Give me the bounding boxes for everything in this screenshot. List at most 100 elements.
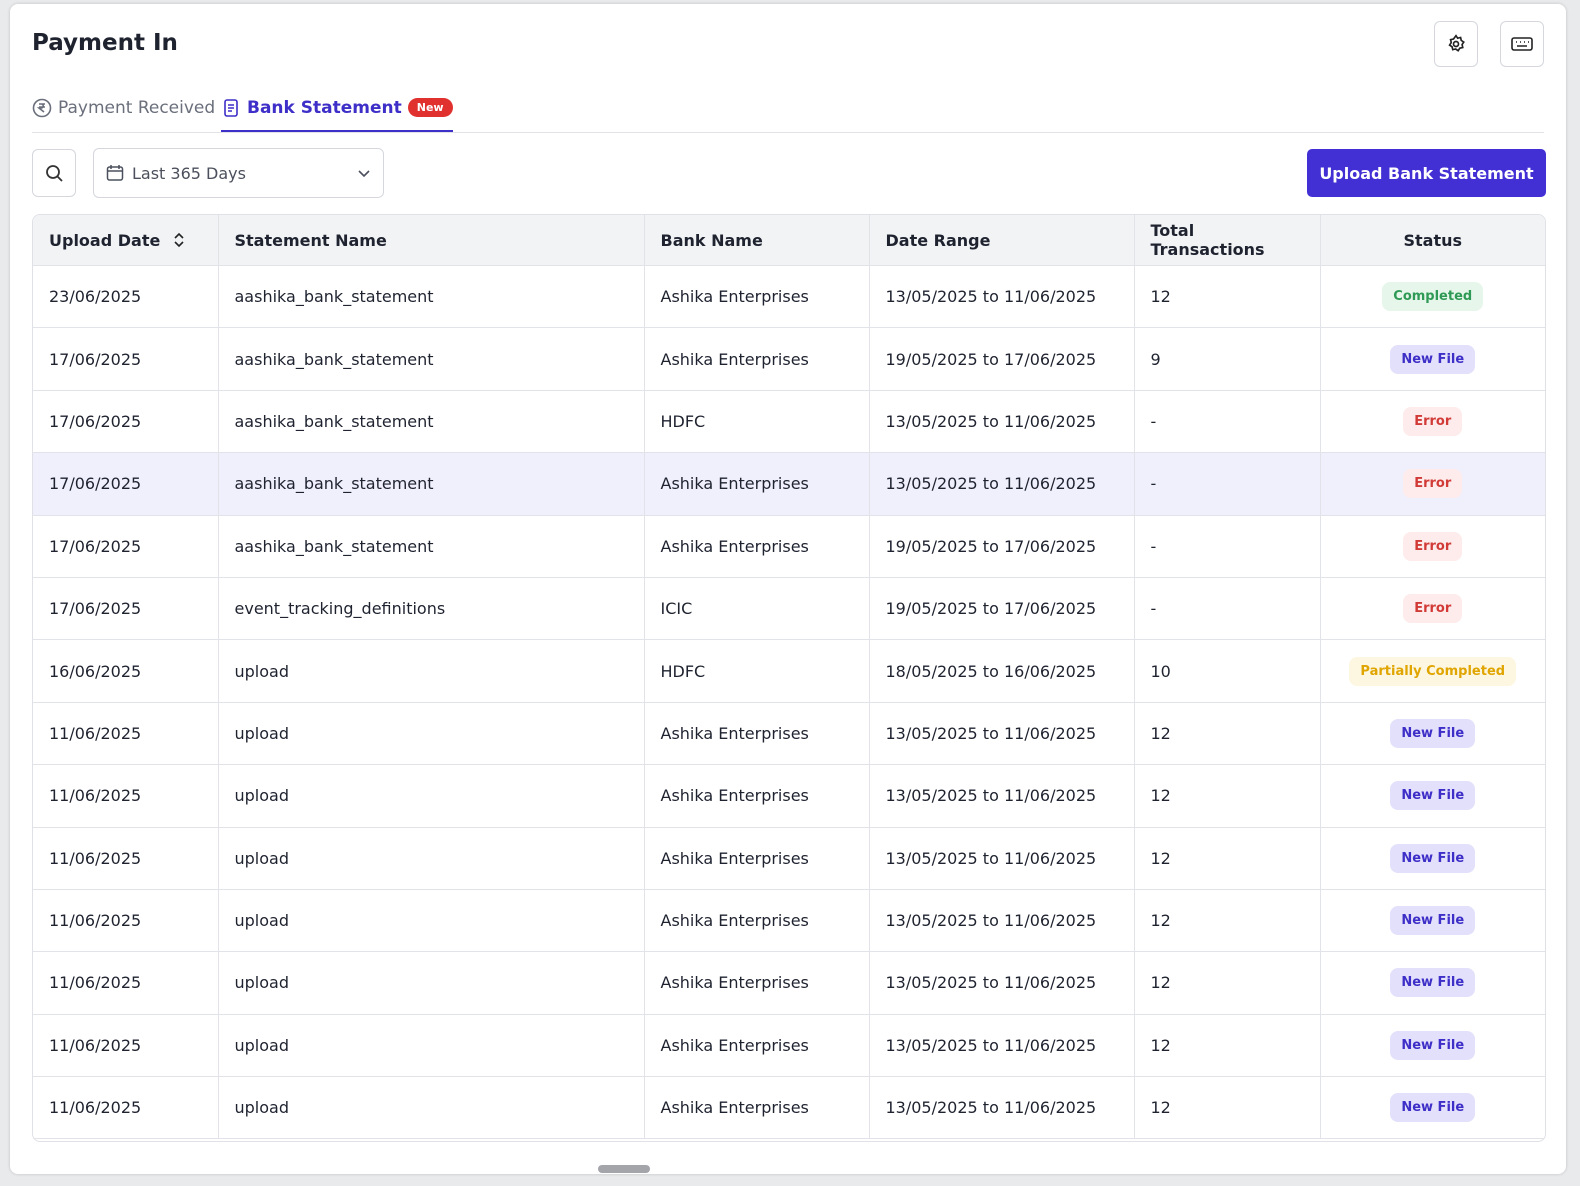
table-row[interactable]: 23/06/2025 aashika_bank_statement Ashika E…	[33, 265, 1545, 329]
settings-button[interactable]	[1434, 21, 1478, 67]
table-cell: 17/06/2025	[33, 390, 219, 454]
table-cell: Ashika Enterprises	[644, 327, 870, 391]
table-cell: upload	[218, 1014, 645, 1078]
search-button[interactable]	[32, 149, 76, 197]
table-row[interactable]: 11/06/2025 upload Ashika Enterprises 13/05/…	[33, 702, 1545, 766]
table-row[interactable]: 11/06/2025 upload Ashika Enterprises 13/05/…	[33, 764, 1545, 828]
rupee-icon	[32, 98, 52, 118]
table-cell: 9	[1134, 327, 1321, 391]
sort-icon[interactable]	[172, 232, 186, 248]
header-row: Upload Date Statement Name Bank Name Date R…	[33, 215, 1545, 266]
status-cell: Error	[1320, 390, 1545, 454]
table-row[interactable]: 11/06/2025 upload Ashika Enterprises 13/05/…	[33, 951, 1545, 1015]
table-body: 23/06/2025 aashika_bank_statement Ashika E…	[33, 265, 1545, 1140]
table-cell: Ashika Enterprises	[644, 1076, 870, 1140]
status-cell: New File	[1320, 1014, 1545, 1078]
calendar-icon	[106, 165, 124, 181]
table-cell: Ashika Enterprises	[644, 452, 870, 516]
table-cell: Ashika Enterprises	[644, 265, 870, 329]
table-cell: Ashika Enterprises	[644, 827, 870, 890]
table-cell: 13/05/2025 to 11/06/2025	[869, 889, 1135, 953]
keyboard-button[interactable]	[1500, 21, 1544, 67]
table-row[interactable]: 11/06/2025 upload Ashika Enterprises 13/05/…	[33, 1076, 1545, 1140]
table-cell: Ashika Enterprises	[644, 951, 870, 1015]
column-label: Upload Date	[49, 230, 161, 250]
status-badge: New File	[1390, 906, 1476, 936]
table-cell: upload	[218, 639, 645, 703]
table-cell: 13/05/2025 to 11/06/2025	[869, 827, 1135, 890]
status-badge: Completed	[1382, 282, 1484, 312]
column-header: Bank Name	[644, 215, 870, 266]
table-cell: Ashika Enterprises	[644, 889, 870, 953]
table-cell: 17/06/2025	[33, 515, 219, 578]
table-row[interactable]: 17/06/2025 aashika_bank_statement Ashika E…	[33, 327, 1545, 391]
table-cell: 11/06/2025	[33, 951, 219, 1015]
new-badge: New	[407, 98, 453, 117]
column-header[interactable]: Upload Date	[33, 215, 219, 266]
status-badge: Error	[1403, 531, 1463, 561]
column-label: Status	[1403, 230, 1463, 250]
status-badge: New File	[1390, 843, 1476, 873]
scrollbar[interactable]	[598, 1165, 650, 1173]
keyboard-icon	[1511, 37, 1533, 51]
tabs: Payment Received Bank Statement New	[32, 94, 1544, 133]
table-cell: event_tracking_definitions	[218, 577, 645, 641]
table-cell: 12	[1134, 1076, 1321, 1140]
table-cell: -	[1134, 452, 1321, 516]
table-cell: 13/05/2025 to 11/06/2025	[869, 390, 1135, 454]
table-cell: 12	[1134, 951, 1321, 1015]
table-cell: 18/05/2025 to 16/06/2025	[869, 639, 1135, 703]
table-cell: 17/06/2025	[33, 452, 219, 516]
status-badge: New File	[1390, 718, 1476, 748]
table-cell: 12	[1134, 889, 1321, 953]
search-icon	[46, 165, 63, 182]
table-cell: -	[1134, 577, 1321, 641]
sort-glyph	[174, 232, 184, 247]
table-cell: aashika_bank_statement	[218, 390, 645, 454]
tab-label: Payment Received	[58, 98, 216, 118]
table-row[interactable]: 17/06/2025 aashika_bank_statement Ashika E…	[33, 515, 1545, 578]
table-cell: upload	[218, 827, 645, 890]
tab[interactable]: Payment Received	[32, 98, 215, 132]
table-cell: -	[1134, 390, 1321, 454]
table-cell: 17/06/2025	[33, 577, 219, 641]
column-header: Status	[1320, 215, 1545, 266]
table-row[interactable]: 17/06/2025 aashika_bank_statement HDFC 13/0…	[33, 390, 1545, 454]
status-cell: New File	[1320, 889, 1545, 953]
table-cell: 13/05/2025 to 11/06/2025	[869, 702, 1135, 766]
table-row[interactable]: 17/06/2025 event_tracking_definitions ICIC…	[33, 577, 1545, 641]
table-cell: upload	[218, 951, 645, 1015]
table-cell: Ashika Enterprises	[644, 515, 870, 578]
table-cell: upload	[218, 702, 645, 766]
column-label: Date Range	[885, 230, 991, 250]
table-cell: aashika_bank_statement	[218, 327, 645, 391]
status-badge: New File	[1390, 781, 1476, 811]
status-badge: New File	[1390, 344, 1476, 374]
page-title: Payment In	[32, 30, 178, 56]
table-row[interactable]: 11/06/2025 upload Ashika Enterprises 13/05/…	[33, 889, 1545, 953]
table-cell: aashika_bank_statement	[218, 452, 645, 516]
tab-label: Bank Statement	[247, 98, 402, 118]
card: Payment In Payment Received Bank Stateme…	[10, 4, 1566, 1174]
column-label: Total Transactions	[1150, 221, 1265, 259]
column-header: Statement Name	[218, 215, 645, 266]
settings-icon	[1448, 34, 1465, 52]
table-row[interactable]: 16/06/2025 upload HDFC 18/05/2025 to 16/06/…	[33, 639, 1545, 703]
upload-button[interactable]: Upload Bank Statement	[1307, 149, 1546, 197]
tab[interactable]: Bank Statement New	[221, 98, 453, 132]
date-filter[interactable]: Last 365 Days	[93, 148, 384, 198]
status-badge: Error	[1403, 469, 1463, 499]
table-row[interactable]: 11/06/2025 upload Ashika Enterprises 13/05/…	[33, 827, 1545, 890]
table-cell: aashika_bank_statement	[218, 265, 645, 329]
table-container: Upload Date Statement Name Bank Name Date R…	[32, 214, 1546, 1142]
table-cell: 12	[1134, 827, 1321, 890]
table-row[interactable]: 11/06/2025 upload Ashika Enterprises 13/05/…	[33, 1014, 1545, 1078]
table-cell: aashika_bank_statement	[218, 515, 645, 578]
status-cell: New File	[1320, 1076, 1545, 1140]
table-cell: 19/05/2025 to 17/06/2025	[869, 327, 1135, 391]
table-cell: 11/06/2025	[33, 702, 219, 766]
table-cell: 16/06/2025	[33, 639, 219, 703]
table-cell: 13/05/2025 to 11/06/2025	[869, 452, 1135, 516]
table-row[interactable]: 17/06/2025 aashika_bank_statement Ashika E…	[33, 452, 1545, 516]
